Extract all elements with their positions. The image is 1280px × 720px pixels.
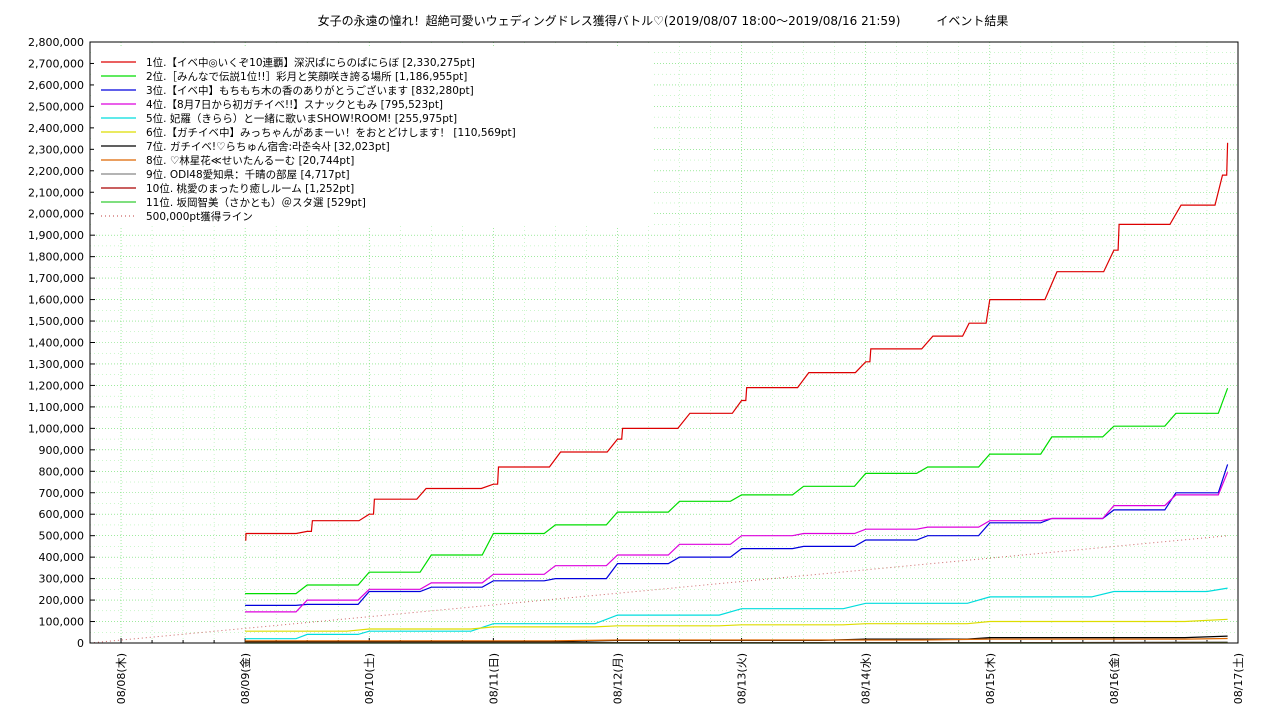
y-tick-label: 1,400,000 (28, 337, 84, 350)
y-tick-label: 2,000,000 (28, 208, 84, 221)
x-tick-label: 08/11(日) (487, 653, 500, 704)
series-line-8 (245, 637, 1228, 642)
legend-entry: 6位.【ガチイベ中】みっちゃんがあまーい！をおとどけします！ [110,569p… (146, 126, 516, 139)
y-tick-label: 2,700,000 (28, 57, 84, 70)
y-tick-label: 0 (77, 637, 84, 650)
y-tick-label: 500,000 (39, 530, 85, 543)
y-tick-label: 700,000 (39, 487, 85, 500)
x-tick-label: 08/16(金) (1107, 653, 1121, 704)
x-tick-label: 08/15(木) (984, 653, 997, 704)
series-line-3 (245, 464, 1229, 606)
y-tick-label: 1,600,000 (28, 294, 84, 307)
legend-entry: 5位. 妃羅（きらら）と一緒に歌いまSHOW!ROOM! [255,975pt] (146, 112, 457, 125)
x-axis: 08/08(木) 08/09(金) 08/10(土) 08/11(日) 08/12(月)… (115, 638, 1245, 704)
series-line-7 (245, 635, 1228, 643)
y-tick-label: 1,000,000 (28, 422, 84, 435)
y-tick-label: 1,900,000 (28, 229, 84, 242)
series-line-12 (89, 535, 1228, 644)
legend-entry: 9位. ODI48愛知県：千晴の部屋 [4,717pt] (146, 168, 350, 181)
series-line-4 (245, 471, 1229, 613)
series-line-1 (245, 142, 1229, 541)
y-tick-label: 1,700,000 (28, 272, 84, 285)
legend-box (94, 46, 654, 226)
y-tick-label: 1,800,000 (28, 251, 84, 264)
legend-entry: 10位. 桃愛のまったり癒しルーム [1,252pt] (146, 182, 354, 195)
x-tick-label: 08/08(木) (115, 653, 128, 704)
x-tick-label: 08/13(火) (736, 653, 749, 704)
legend-entry: 2位.［みんなで伝説1位!!］彩月と笑顔咲き誇る場所 [1,186,955pt] (146, 70, 467, 83)
y-tick-label: 800,000 (39, 465, 85, 478)
legend-entry: 7位. ガチイベ!♡らちゅん宿舎:라춘숙사 [32,023pt] (146, 140, 390, 153)
y-tick-label: 2,500,000 (28, 100, 84, 113)
y-tick-label: 2,400,000 (28, 122, 84, 135)
y-tick-label: 600,000 (39, 508, 85, 521)
y-tick-label: 2,600,000 (28, 79, 84, 92)
series-line-6 (245, 618, 1228, 632)
legend: 1位.【イベ中◎いくぞ10連覇】深沢ぱにらのぱにらぼ [2,330,275pt]… (94, 46, 654, 226)
y-tick-label: 900,000 (39, 444, 85, 457)
legend-entry: 500,000pt獲得ライン (146, 210, 253, 223)
y-tick-label: 2,800,000 (28, 36, 84, 49)
legend-entry: 11位. 坂岡智美（さかとも）＠スタ選 [529pt] (146, 196, 366, 209)
y-tick-label: 1,500,000 (28, 315, 84, 328)
x-tick-label: 08/17(土) (1232, 653, 1245, 704)
y-axis: 0 100,000 200,000 300,000 400,000 500,000 600,… (28, 36, 95, 650)
y-tick-label: 400,000 (39, 551, 85, 564)
x-tick-label: 08/09(金) (238, 653, 252, 704)
plot-frame (89, 41, 1239, 644)
y-tick-label: 2,100,000 (28, 186, 84, 199)
legend-entry: 1位.【イベ中◎いくぞ10連覇】深沢ぱにらのぱにらぼ [2,330,275pt] (146, 56, 475, 69)
legend-entry: 4位.【8月7日から初ガチイベ!!】スナックともみ [795,523pt] (146, 98, 443, 111)
y-tick-label: 2,200,000 (28, 165, 84, 178)
y-tick-label: 1,200,000 (28, 379, 84, 392)
y-tick-label: 200,000 (39, 594, 85, 607)
y-tick-label: 100,000 (39, 616, 85, 629)
y-tick-label: 1,300,000 (28, 358, 84, 371)
y-tick-label: 1,100,000 (28, 401, 84, 414)
series-line-2 (245, 387, 1229, 595)
x-tick-label: 08/14(水) (860, 653, 873, 704)
y-tick-label: 2,300,000 (28, 143, 84, 156)
series-line-5 (245, 587, 1228, 640)
x-tick-label: 08/10(土) (363, 653, 376, 704)
legend-entry: 3位.【イベ中】もちもち木の香のありがとうございます [832,280pt] (146, 84, 474, 97)
legend-entry: 8位. ♡林星花≪せいたんるーむ [20,744pt] (146, 154, 354, 167)
y-tick-label: 300,000 (39, 573, 85, 586)
x-tick-label: 08/12(月) (611, 653, 624, 704)
chart-title: 女子の永遠の憧れ！超絶可愛いウェディングドレス獲得バトル♡(2019/08/07… (318, 13, 1009, 28)
